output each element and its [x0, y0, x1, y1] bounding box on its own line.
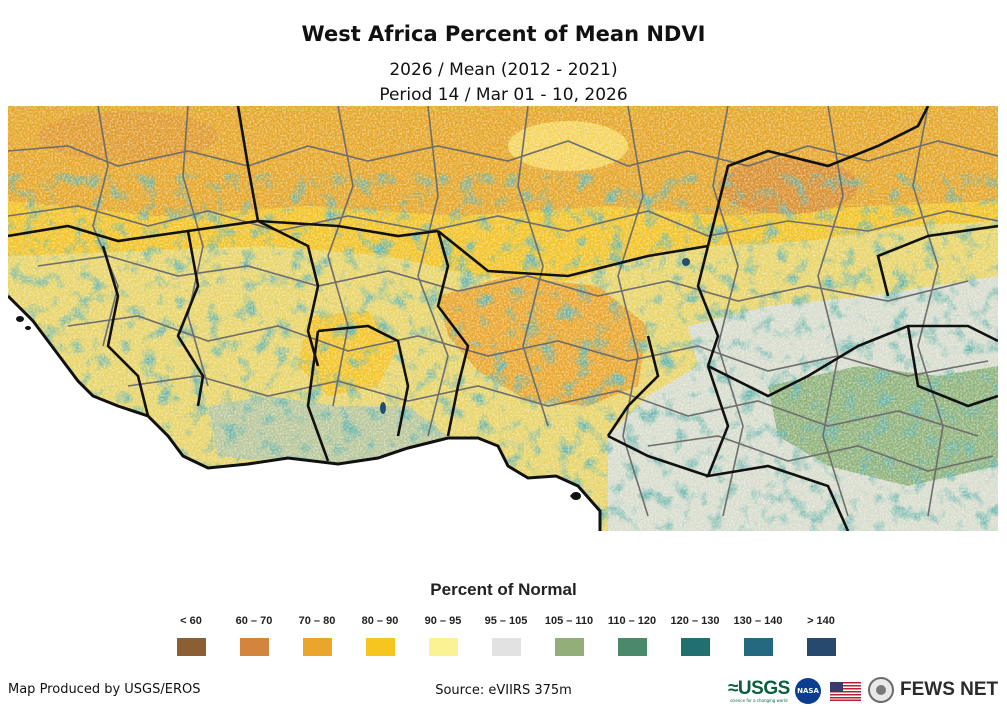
ndvi-map [8, 106, 998, 531]
logo-bar: ≈USGS science for a changing world NASA … [728, 676, 1000, 706]
legend-swatch [239, 638, 269, 656]
us-flag-icon [830, 682, 861, 701]
map-title: West Africa Percent of Mean NDVI [301, 22, 706, 46]
legend-swatch [680, 638, 710, 656]
legend-item: 80 – 90 [349, 614, 411, 656]
legend-label: < 60 [180, 615, 202, 627]
legend-label: 60 – 70 [235, 615, 273, 627]
legend-title: Percent of Normal [430, 580, 577, 599]
legend-swatch [491, 638, 521, 656]
legend-item: 110 – 120 [601, 614, 663, 656]
legend-swatch [806, 638, 836, 656]
legend-item: 130 – 140 [727, 614, 789, 656]
legend-swatch [617, 638, 647, 656]
legend-swatch [743, 638, 773, 656]
map-subtitle-date: Period 14 / Mar 01 - 10, 2026 [379, 85, 628, 105]
legend-label: 95 – 105 [484, 615, 528, 627]
legend: < 60 60 – 70 70 – 80 80 – 90 90 – 95 95 – 105… [160, 614, 850, 664]
legend-label: 90 – 95 [424, 615, 462, 627]
legend-label: 120 – 130 [670, 615, 720, 627]
map-credit: Map Produced by USGS/EROS [8, 682, 201, 697]
legend-swatch [428, 638, 458, 656]
legend-item: 70 – 80 [286, 614, 348, 656]
legend-item: < 60 [160, 614, 222, 656]
legend-swatch [554, 638, 584, 656]
legend-label: 130 – 140 [733, 615, 783, 627]
data-source: Source: eVIIRS 375m [435, 683, 572, 698]
state-department-seal-icon [868, 677, 894, 703]
usgs-tagline: science for a changing world [730, 698, 788, 703]
fews-net-logo: FEWS NET [900, 679, 999, 700]
legend-label: 110 – 120 [607, 615, 657, 627]
legend-label: > 140 [807, 615, 835, 627]
legend-label: 105 – 110 [544, 615, 594, 627]
ndvi-map-canvas [8, 106, 998, 531]
legend-item: 90 – 95 [412, 614, 474, 656]
map-subtitle-period: 2026 / Mean (2012 - 2021) [389, 60, 618, 80]
legend-label: 70 – 80 [298, 615, 336, 627]
legend-swatch [302, 638, 332, 656]
legend-swatch [365, 638, 395, 656]
legend-label: 80 – 90 [361, 615, 399, 627]
legend-item: > 140 [790, 614, 852, 656]
legend-swatch [176, 638, 206, 656]
usgs-logo: ≈USGS [728, 678, 790, 699]
nasa-logo: NASA [795, 678, 821, 704]
legend-item: 95 – 105 [475, 614, 537, 656]
legend-item: 105 – 110 [538, 614, 600, 656]
legend-item: 60 – 70 [223, 614, 285, 656]
legend-item: 120 – 130 [664, 614, 726, 656]
